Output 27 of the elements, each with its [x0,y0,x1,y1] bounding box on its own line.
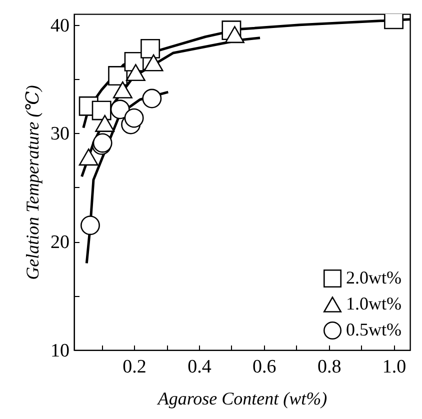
y-tick-label: 20 [50,232,70,254]
point [224,26,244,44]
legend-label: 0.5wt% [346,320,402,340]
point [124,108,144,128]
x-tick-label: 0.2 [122,356,146,378]
y-tick-label: 40 [50,15,70,36]
x-axis-title: Agarose Content (wt%) [156,388,328,408]
point [126,64,146,82]
y-axis-title: Gelation Temperature (℃) [22,85,42,280]
legend-label: 1.0wt% [346,294,402,314]
point [80,216,100,236]
point [110,100,130,120]
legend-label: 2.0wt% [346,268,402,288]
point [95,114,115,132]
point [140,38,160,58]
y-tick-label: 10 [50,340,70,362]
point [108,66,128,86]
point [144,54,164,72]
point [78,148,98,166]
point [142,88,162,108]
x-tick-label: 1.0 [382,356,406,378]
x-tick-label: 0.4 [188,356,212,378]
x-tick-label: 0.6 [252,356,276,378]
point [92,100,112,120]
point [112,81,132,98]
x-tick-label: 0.8 [317,356,342,378]
y-tick-label: 30 [50,124,70,145]
